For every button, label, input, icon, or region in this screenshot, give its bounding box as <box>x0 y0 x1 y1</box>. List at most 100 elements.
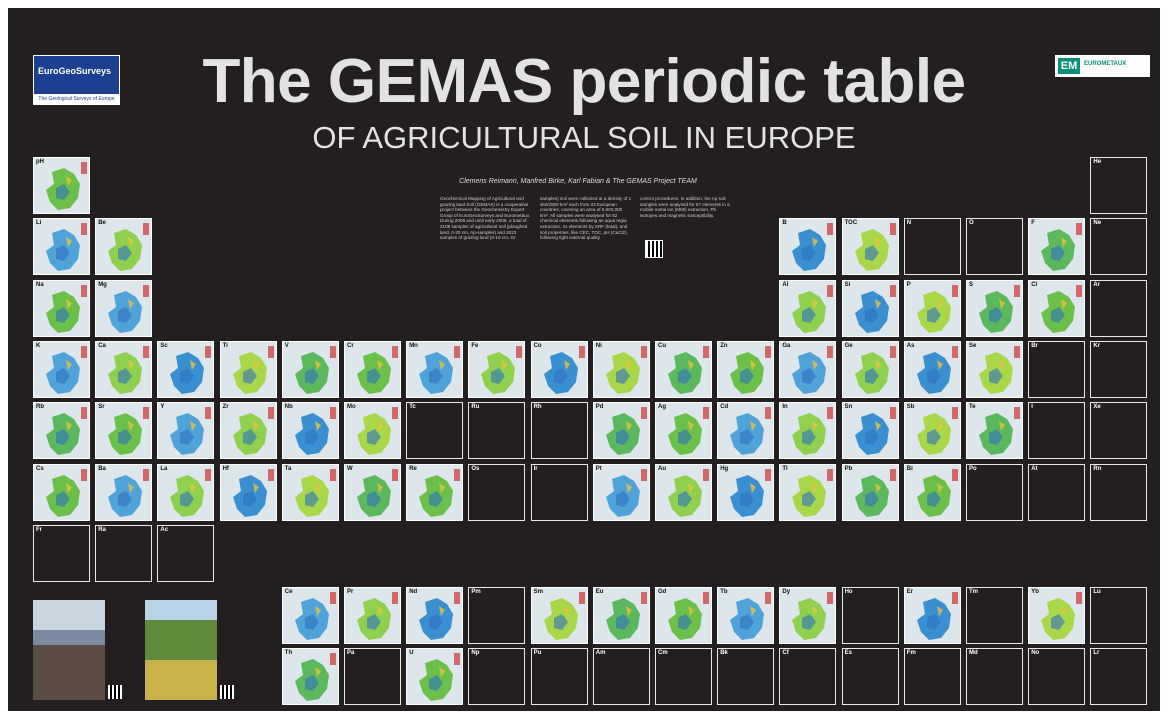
element-map <box>967 403 1023 459</box>
element-cell: Tb <box>717 587 774 644</box>
element-symbol: Al <box>782 282 788 288</box>
element-symbol: Cs <box>36 466 44 472</box>
element-symbol: Dy <box>782 589 790 595</box>
element-map <box>158 403 214 459</box>
element-symbol: Sb <box>907 404 915 410</box>
element-cell: In <box>779 402 836 459</box>
element-symbol: Zr <box>223 404 229 410</box>
element-map <box>34 219 90 275</box>
element-cell: La <box>157 464 214 521</box>
element-cell: Hf <box>220 464 277 521</box>
element-map <box>34 342 90 398</box>
element-cell: Ga <box>779 341 836 398</box>
element-cell: Po <box>966 464 1023 521</box>
element-symbol: Br <box>1031 343 1038 349</box>
element-map <box>283 649 339 705</box>
element-cell: Al <box>779 280 836 337</box>
element-symbol: Th <box>285 650 292 656</box>
element-symbol: Es <box>845 650 852 656</box>
element-symbol: Lu <box>1093 589 1100 595</box>
element-cell: Tc <box>406 402 463 459</box>
element-map <box>1029 281 1085 337</box>
element-symbol: Fr <box>36 527 42 533</box>
element-symbol: Ga <box>782 343 790 349</box>
element-cell: Pd <box>593 402 650 459</box>
element-symbol: Li <box>36 220 41 226</box>
element-symbol: Ti <box>223 343 228 349</box>
element-cell: Cs <box>33 464 90 521</box>
element-cell: pH <box>33 157 90 214</box>
element-map <box>967 342 1023 398</box>
element-map <box>905 403 961 459</box>
title: The GEMAS periodic table <box>8 46 1160 117</box>
element-symbol: Pt <box>596 466 602 472</box>
element-cell: Mn <box>406 341 463 398</box>
element-map <box>656 342 712 398</box>
element-cell: He <box>1090 157 1147 214</box>
subtitle: OF AGRICULTURAL SOIL IN EUROPE <box>8 120 1160 156</box>
element-cell: Cl <box>1028 280 1085 337</box>
element-map <box>345 342 401 398</box>
element-cell: Th <box>282 648 339 705</box>
element-symbol: Np <box>471 650 479 656</box>
element-cell: Ag <box>655 402 712 459</box>
element-cell: Pr <box>344 587 401 644</box>
element-cell: Cr <box>344 341 401 398</box>
element-cell: As <box>904 341 961 398</box>
element-map <box>718 403 774 459</box>
element-symbol: Fm <box>907 650 916 656</box>
element-symbol: I <box>1031 404 1033 410</box>
element-cell: Au <box>655 464 712 521</box>
element-cell: P <box>904 280 961 337</box>
element-map <box>780 403 836 459</box>
element-symbol: Na <box>36 282 44 288</box>
element-cell: Sb <box>904 402 961 459</box>
element-map <box>780 588 836 644</box>
element-symbol: Ba <box>98 466 106 472</box>
element-map <box>345 465 401 521</box>
element-cell: Hg <box>717 464 774 521</box>
element-cell: Cd <box>717 402 774 459</box>
element-cell: Md <box>966 648 1023 705</box>
page: EuroGeoSurveys The Geological Surveys of… <box>0 0 1169 719</box>
element-symbol: Sr <box>98 404 104 410</box>
element-symbol: Sm <box>534 589 543 595</box>
element-map <box>656 465 712 521</box>
element-cell: Y <box>157 402 214 459</box>
element-cell: Cf <box>779 648 836 705</box>
element-cell: Ti <box>220 341 277 398</box>
element-symbol: Cf <box>782 650 788 656</box>
element-map <box>345 403 401 459</box>
element-symbol: Cm <box>658 650 668 656</box>
element-symbol: Fe <box>471 343 478 349</box>
element-symbol: Se <box>969 343 976 349</box>
element-cell: Ac <box>157 525 214 582</box>
element-map <box>34 158 90 214</box>
element-cell: Sm <box>531 587 588 644</box>
element-map <box>407 342 463 398</box>
element-cell: Pb <box>842 464 899 521</box>
element-cell: S <box>966 280 1023 337</box>
element-symbol: In <box>782 404 787 410</box>
element-cell: Fm <box>904 648 961 705</box>
element-map <box>780 219 836 275</box>
element-symbol: F <box>1031 220 1035 226</box>
element-map <box>407 649 463 705</box>
element-symbol: Re <box>409 466 417 472</box>
element-map <box>905 465 961 521</box>
element-cell: Se <box>966 341 1023 398</box>
element-symbol: Hg <box>720 466 728 472</box>
element-map <box>656 403 712 459</box>
element-map <box>532 342 588 398</box>
element-symbol: Bk <box>720 650 728 656</box>
element-symbol: Kr <box>1093 343 1100 349</box>
element-map <box>843 403 899 459</box>
element-symbol: Ni <box>596 343 602 349</box>
element-map <box>96 403 152 459</box>
element-symbol: S <box>969 282 973 288</box>
element-symbol: Ho <box>845 589 853 595</box>
element-cell: Bi <box>904 464 961 521</box>
element-map <box>905 342 961 398</box>
element-symbol: Sc <box>160 343 167 349</box>
element-symbol: Ne <box>1093 220 1101 226</box>
